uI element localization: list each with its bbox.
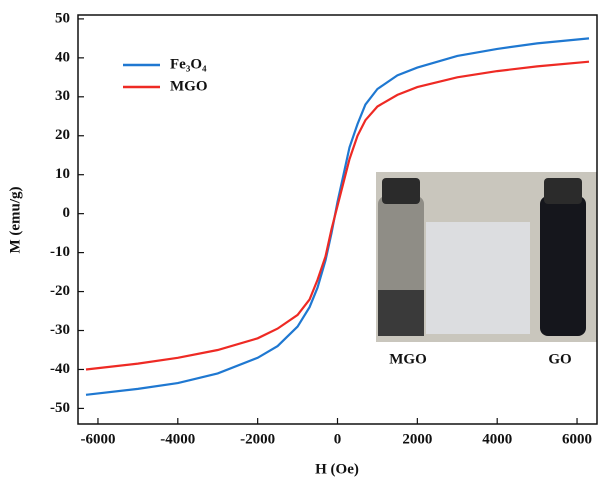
x-tick-label: -2000 [240, 431, 275, 447]
data-line [85, 60, 590, 371]
y-axis-label: M (emu/g) [7, 186, 23, 253]
annotation: GO [548, 351, 571, 367]
y-tick-label: 0 [63, 205, 71, 221]
y-tick-label: -50 [50, 400, 70, 416]
y-tick-label: 10 [55, 166, 70, 182]
x-tick-label: -4000 [160, 431, 195, 447]
y-tick-label: 50 [55, 10, 70, 26]
legend-label: MGO [170, 78, 208, 94]
y-tick-label: -30 [50, 322, 70, 338]
y-tick-label: -40 [50, 361, 70, 377]
annotation: MGO [389, 351, 427, 367]
legend-label: Fe₃O₄ [170, 56, 207, 72]
y-tick-label: -20 [50, 283, 70, 299]
x-axis-label: H (Oe) [315, 461, 359, 477]
x-tick-label: 0 [334, 431, 342, 447]
x-tick-label: 6000 [562, 431, 592, 447]
y-tick-label: 40 [55, 49, 70, 65]
y-tick-label: 20 [55, 127, 70, 143]
y-tick-label: -10 [50, 244, 70, 260]
x-tick-label: 4000 [482, 431, 512, 447]
x-tick-label: 2000 [402, 431, 432, 447]
x-tick-label: -6000 [80, 431, 115, 447]
inset-photo [376, 172, 597, 342]
y-tick-label: 30 [55, 88, 70, 104]
